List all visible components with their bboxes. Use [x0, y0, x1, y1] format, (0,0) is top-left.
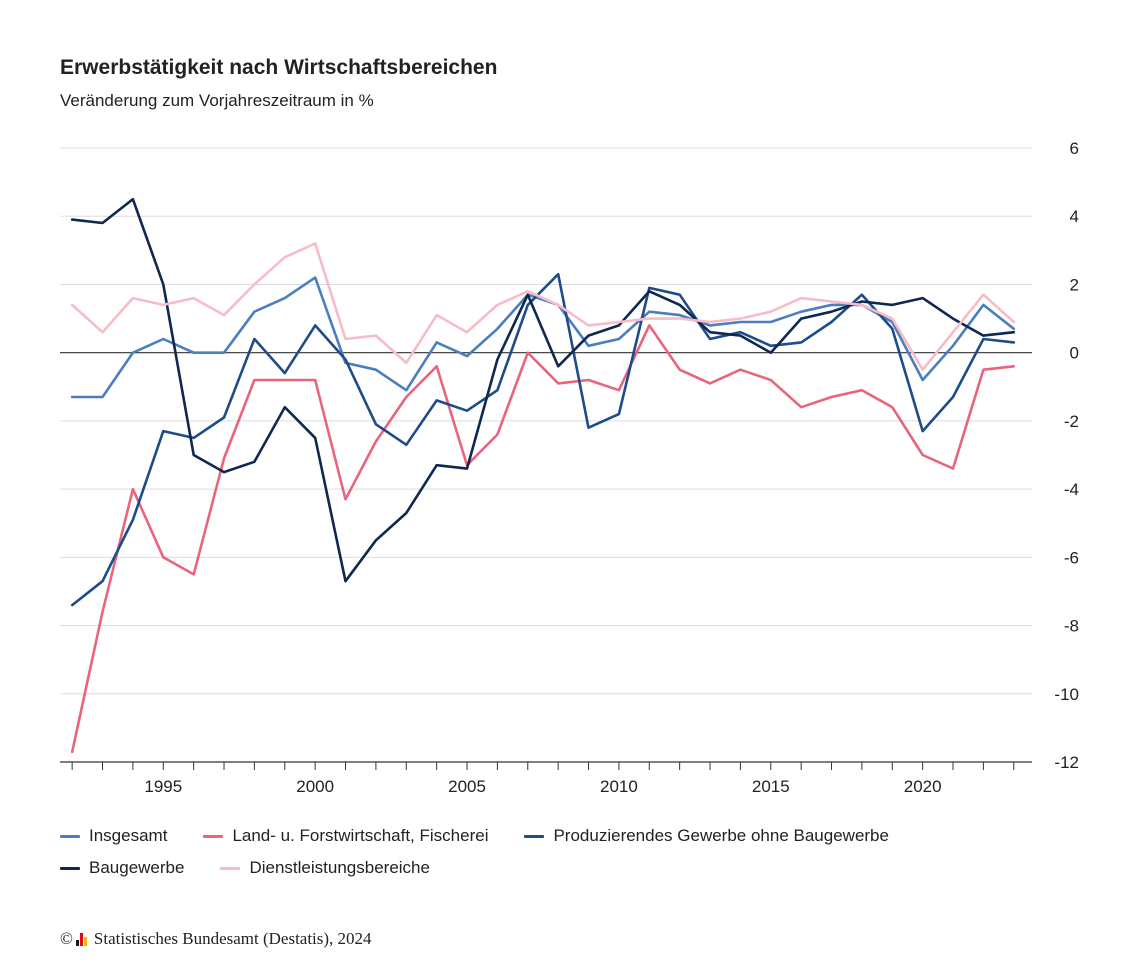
- x-axis: 1995 2000 2005 2010 2015 2020: [71, 762, 1015, 796]
- legend-item: Land- u. Forstwirtschaft, Fischerei: [203, 826, 488, 846]
- legend-swatch: [220, 866, 241, 870]
- legend-item: Produzierendes Gewerbe ohne Baugewerbe: [524, 826, 889, 846]
- series-lines: [70, 197, 1016, 754]
- legend-label: Land- u. Forstwirtschaft, Fischerei: [232, 826, 489, 845]
- chart-title: Erwerbstätigkeit nach Wirtschaftsbereich…: [60, 56, 498, 79]
- y-tick-label: 0: [1070, 344, 1079, 363]
- legend-label: Produzierendes Gewerbe ohne Baugewerbe: [553, 826, 889, 845]
- legend-swatch: [203, 834, 224, 838]
- y-tick-label: -8: [1064, 617, 1079, 636]
- series-line-insgesamt: [70, 276, 1016, 399]
- legend-row: Baugewerbe Dienstleistungsbereiche: [60, 852, 1060, 884]
- y-tick-label: -4: [1064, 480, 1079, 499]
- x-tick-label: 1995: [144, 777, 182, 796]
- chart-subtitle: Veränderung zum Vorjahreszeitraum in %: [60, 91, 374, 110]
- legend-item: Insgesamt: [60, 826, 167, 846]
- y-tick-label: -10: [1054, 685, 1079, 704]
- legend-label: Baugewerbe: [89, 858, 185, 877]
- destatis-logo-icon: [75, 932, 88, 946]
- legend-item: Dienstleistungsbereiche: [220, 858, 430, 878]
- legend: Insgesamt Land- u. Forstwirtschaft, Fisch…: [60, 820, 1060, 884]
- x-tick-label: 2000: [296, 777, 334, 796]
- legend-item: Baugewerbe: [60, 858, 184, 878]
- legend-swatch: [60, 866, 80, 870]
- logo-bar: [83, 936, 87, 946]
- y-tick-label: 4: [1070, 207, 1079, 226]
- legend-swatch: [60, 834, 80, 838]
- copyright-symbol: ©: [60, 929, 73, 948]
- legend-label: Dienstleistungsbereiche: [249, 858, 430, 877]
- logo-bar: [79, 932, 83, 946]
- series-line-produzierendes-gewerbe-ohne-baugewerbe: [70, 272, 1016, 607]
- source-text: Statistisches Bundesamt (Destatis), 2024: [93, 929, 372, 948]
- series-line-baugewerbe: [70, 197, 1016, 583]
- y-axis-tick-labels: 6 4 2 0 -2 -4 -6 -8 -10 -12: [1054, 139, 1079, 772]
- y-tick-label: -2: [1064, 412, 1079, 431]
- y-tick-label: -6: [1064, 548, 1079, 567]
- legend-label: Insgesamt: [89, 826, 168, 845]
- y-tick-label: 2: [1070, 275, 1079, 294]
- x-tick-label: 2020: [904, 777, 942, 796]
- x-tick-label: 2015: [752, 777, 790, 796]
- legend-swatch: [524, 834, 545, 838]
- series-line-dienstleistungsbereiche: [70, 242, 1016, 372]
- x-tick-label: 2005: [448, 777, 486, 796]
- gridlines: [60, 147, 1032, 763]
- legend-row: Insgesamt Land- u. Forstwirtschaft, Fisch…: [60, 820, 1060, 852]
- logo-bar: [75, 939, 79, 946]
- footer: © Statistisches Bundesamt (Destatis), 20…: [60, 929, 372, 949]
- x-tick-label: 2010: [600, 777, 638, 796]
- y-tick-label: 6: [1070, 139, 1079, 158]
- series-line-land-u-forstwirtschaft-fischerei: [70, 324, 1016, 754]
- y-tick-label: -12: [1054, 753, 1079, 772]
